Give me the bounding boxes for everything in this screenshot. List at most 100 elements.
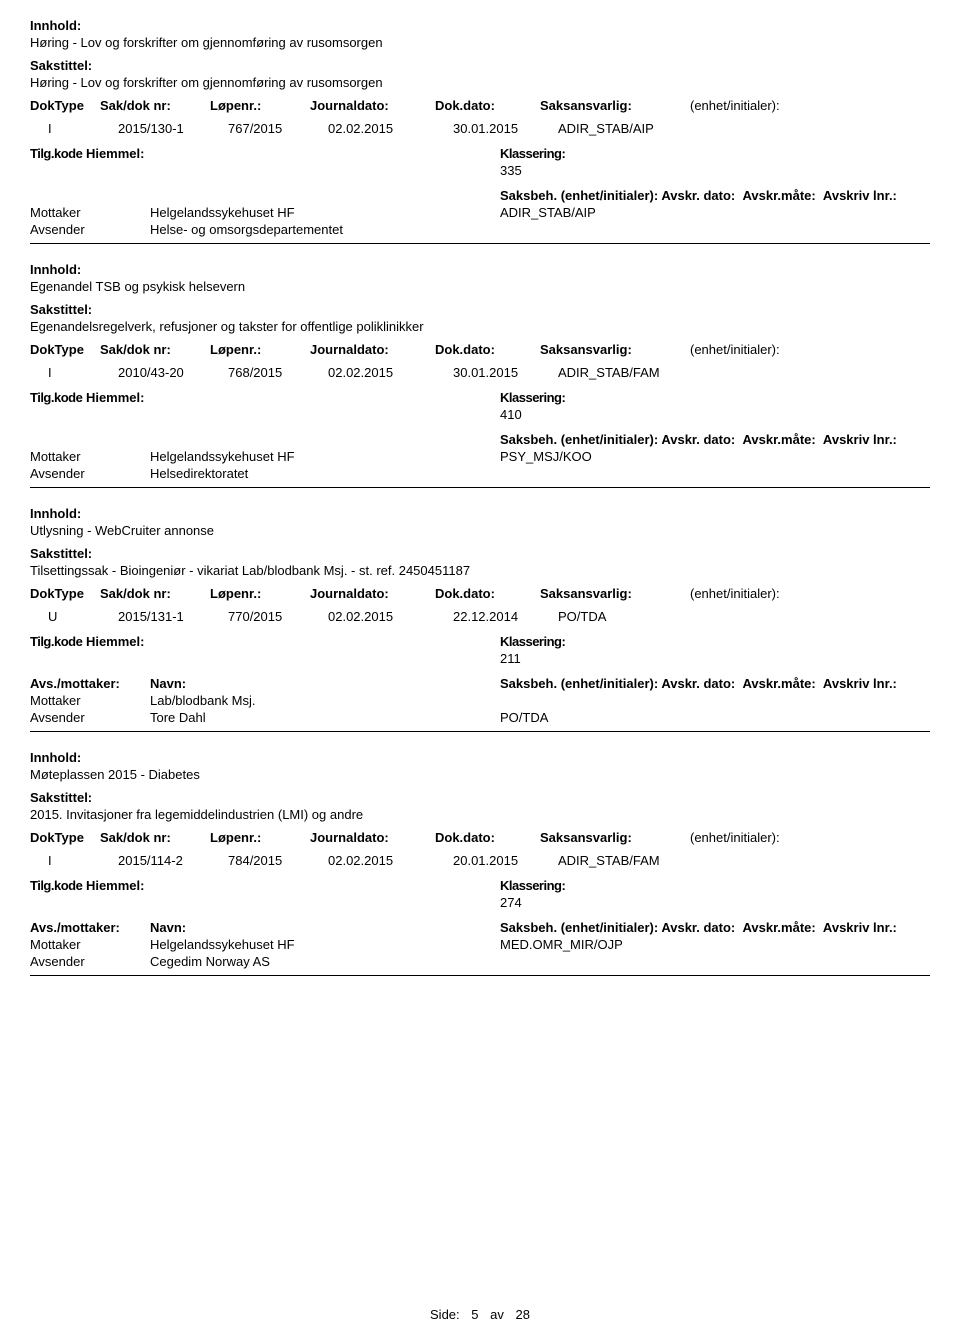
saksansvarlig-value: ADIR_STAB/FAM — [558, 853, 708, 868]
saksansvarlig-label: Saksansvarlig: — [540, 98, 690, 113]
saksansvarlig-value: ADIR_STAB/AIP — [558, 121, 708, 136]
footer-page-current: 5 — [471, 1307, 478, 1322]
tilgkode-label: Tilg.kode — [30, 390, 82, 405]
lopenr-label: Løpenr.: — [210, 830, 310, 845]
dokdato-value: 22.12.2014 — [453, 609, 558, 624]
header-row: DokType Sak/dok nr: Løpenr.: Journaldato… — [30, 98, 930, 113]
dokdato-value: 20.01.2015 — [453, 853, 558, 868]
party-row: Avsender Helse- og omsorgsdepartementet — [30, 222, 930, 237]
innhold-value: Utlysning - WebCruiter annonse — [30, 523, 930, 538]
dokdato-value: 30.01.2015 — [453, 121, 558, 136]
records-container: Innhold: Høring - Lov og forskrifter om … — [30, 18, 930, 976]
dokdato-label: Dok.dato: — [435, 830, 540, 845]
party-role: Mottaker — [30, 937, 150, 952]
party-role: Avsender — [30, 222, 150, 237]
dokdato-label: Dok.dato: — [435, 342, 540, 357]
lopenr-label: Løpenr.: — [210, 586, 310, 601]
party-role: Avsender — [30, 466, 150, 481]
klassering-block: Klassering: 410 — [500, 390, 930, 422]
party-name: Tore Dahl — [150, 710, 500, 725]
journal-record: Innhold: Høring - Lov og forskrifter om … — [30, 18, 930, 244]
navn-label — [150, 188, 500, 203]
hjemmel-label: Hiemmel: — [86, 390, 145, 405]
party-name: Helgelandssykehuset HF — [150, 449, 500, 464]
klassering-value: 211 — [500, 651, 930, 666]
party-row: Mottaker Helgelandssykehuset HF ADIR_STA… — [30, 205, 930, 220]
sakdok-label: Sak/dok nr: — [100, 98, 210, 113]
party-name: Helgelandssykehuset HF — [150, 937, 500, 952]
doktype-value: I — [30, 853, 118, 868]
innhold-label: Innhold: — [30, 506, 930, 521]
tilgkode-label: Tilg.kode — [30, 634, 82, 649]
saksansvarlig-label: Saksansvarlig: — [540, 586, 690, 601]
footer-av-label: av — [490, 1307, 504, 1322]
saksbeh-labels: Saksbeh. (enhet/initialer): Avskr. dato:… — [500, 920, 930, 935]
hjemmel-label: Hiemmel: — [86, 878, 145, 893]
doktype-value: U — [30, 609, 118, 624]
party-name: Helgelandssykehuset HF — [150, 205, 500, 220]
klassering-value: 335 — [500, 163, 930, 178]
innhold-value: Egenandel TSB og psykisk helsevern — [30, 279, 930, 294]
party-saksbeh — [500, 222, 930, 237]
klassering-value: 274 — [500, 895, 930, 910]
klassering-label: Klassering: — [500, 390, 930, 405]
tilgkode-label: Tilg.kode — [30, 878, 82, 893]
hjemmel-left: Tilg.kode Hiemmel: — [30, 390, 500, 422]
party-row: Mottaker Lab/blodbank Msj. — [30, 693, 930, 708]
journaldato-value: 02.02.2015 — [328, 365, 453, 380]
journaldato-value: 02.02.2015 — [328, 853, 453, 868]
saksansvarlig-label: Saksansvarlig: — [540, 830, 690, 845]
journaldato-value: 02.02.2015 — [328, 121, 453, 136]
journaldato-label: Journaldato: — [310, 830, 435, 845]
lopenr-value: 768/2015 — [228, 365, 328, 380]
sakdok-value: 2015/114-2 — [118, 853, 228, 868]
innhold-value: Høring - Lov og forskrifter om gjennomfø… — [30, 35, 930, 50]
enhet-label: (enhet/initialer): — [690, 342, 930, 357]
party-saksbeh: PO/TDA — [500, 710, 930, 725]
saksbeh-labels: Saksbeh. (enhet/initialer): Avskr. dato:… — [500, 676, 930, 691]
sakstittel-value: 2015. Invitasjoner fra legemiddelindustr… — [30, 807, 930, 822]
saksbeh-labels: Saksbeh. (enhet/initialer): Avskr. dato:… — [500, 432, 930, 447]
party-name: Lab/blodbank Msj. — [150, 693, 500, 708]
party-name: Cegedim Norway AS — [150, 954, 500, 969]
journal-record: Innhold: Møteplassen 2015 - Diabetes Sak… — [30, 750, 930, 976]
sakstittel-value: Tilsettingssak - Bioingeniør - vikariat … — [30, 563, 930, 578]
klassering-block: Klassering: 335 — [500, 146, 930, 178]
navn-label — [150, 432, 500, 447]
party-role: Avsender — [30, 954, 150, 969]
innhold-label: Innhold: — [30, 18, 930, 33]
sakstittel-label: Sakstittel: — [30, 546, 930, 561]
party-saksbeh: PSY_MSJ/KOO — [500, 449, 930, 464]
journaldato-label: Journaldato: — [310, 342, 435, 357]
innhold-label: Innhold: — [30, 750, 930, 765]
journaldato-label: Journaldato: — [310, 98, 435, 113]
party-saksbeh: ADIR_STAB/AIP — [500, 205, 930, 220]
header-row: DokType Sak/dok nr: Løpenr.: Journaldato… — [30, 586, 930, 601]
navn-label: Navn: — [150, 676, 500, 691]
party-saksbeh — [500, 466, 930, 481]
avs-header-row: Saksbeh. (enhet/initialer): Avskr. dato:… — [30, 432, 930, 447]
hjemmel-label: Hiemmel: — [86, 634, 145, 649]
saksansvarlig-label: Saksansvarlig: — [540, 342, 690, 357]
page-footer: Side: 5 av 28 — [0, 1307, 960, 1322]
lopenr-value: 770/2015 — [228, 609, 328, 624]
hjemmel-label: Hiemmel: — [86, 146, 145, 161]
party-row: Avsender Tore Dahl PO/TDA — [30, 710, 930, 725]
dokdato-label: Dok.dato: — [435, 586, 540, 601]
sakstittel-value: Høring - Lov og forskrifter om gjennomfø… — [30, 75, 930, 90]
klassering-value: 410 — [500, 407, 930, 422]
value-row: I 2015/114-2 784/2015 02.02.2015 20.01.2… — [30, 853, 930, 868]
doktype-label: DokType — [30, 98, 100, 113]
avs-header-row: Saksbeh. (enhet/initialer): Avskr. dato:… — [30, 188, 930, 203]
klassering-label: Klassering: — [500, 146, 930, 161]
party-name: Helse- og omsorgsdepartementet — [150, 222, 500, 237]
saksansvarlig-value: PO/TDA — [558, 609, 708, 624]
party-row: Avsender Cegedim Norway AS — [30, 954, 930, 969]
journal-record: Innhold: Egenandel TSB og psykisk helsev… — [30, 262, 930, 488]
lopenr-value: 784/2015 — [228, 853, 328, 868]
doktype-value: I — [30, 121, 118, 136]
doktype-label: DokType — [30, 830, 100, 845]
journaldato-label: Journaldato: — [310, 586, 435, 601]
avs-mottaker-label — [30, 432, 150, 447]
klassering-block: Klassering: 211 — [500, 634, 930, 666]
